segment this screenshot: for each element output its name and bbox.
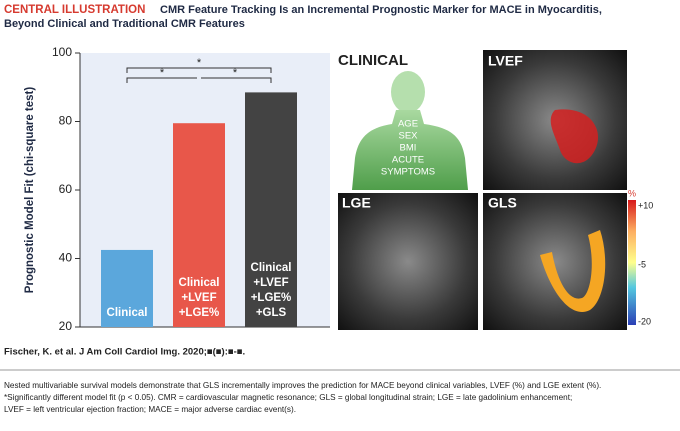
gls-overlay (540, 230, 606, 312)
bar-label: +GLS (256, 307, 287, 319)
bar (173, 123, 225, 328)
significance-star: * (160, 67, 165, 79)
bar (245, 92, 297, 327)
colorbar-label: -5 (638, 259, 646, 269)
clinical-item: BMI (400, 143, 417, 154)
bar-label: +LGE% (179, 307, 220, 319)
citation: Fischer, K. et al. J Am Coll Cardiol Img… (4, 347, 245, 358)
colorbar-label: -20 (638, 316, 651, 326)
bar-label: Clinical (179, 277, 220, 289)
clinical-item: AGE (398, 119, 418, 130)
gls-label: GLS (488, 195, 517, 211)
gls-image (483, 193, 627, 330)
significance-brackets (126, 67, 272, 83)
lge-image (338, 193, 478, 330)
caption: LVEF = left ventricular ejection fractio… (4, 405, 296, 414)
y-tick-label: 100 (52, 45, 72, 59)
bar-label: Clinical (251, 262, 292, 274)
clinical-title: CLINICAL (338, 52, 408, 69)
y-axis-label: Prognostic Model Fit (chi-square test) (24, 87, 36, 294)
colorbar-label: +10 (638, 200, 653, 210)
lge-label: LGE (342, 195, 371, 211)
header-title: Beyond Clinical and Traditional CMR Feat… (4, 18, 245, 30)
lvef-overlay (550, 109, 599, 164)
caption: *Significantly different model fit (p < … (4, 393, 572, 402)
bar (101, 249, 153, 327)
header-label: CENTRAL ILLUSTRATION (4, 4, 145, 16)
significance-star: * (197, 57, 202, 69)
body-silhouette (352, 71, 468, 190)
bar-label: +LVEF (181, 292, 216, 304)
bar-label: +LGE% (251, 292, 292, 304)
bar-label: Clinical (107, 307, 148, 319)
header-title: CMR Feature Tracking Is an Incremental P… (160, 4, 602, 16)
bar-label: +LVEF (253, 277, 288, 289)
clinical-item: SYMPTOMS (381, 167, 435, 178)
y-tick-label: 60 (59, 182, 73, 196)
colorbar (628, 200, 636, 325)
y-tick-label: 20 (59, 319, 73, 333)
y-tick-label: 80 (59, 114, 73, 128)
clinical-item: ACUTE (392, 155, 424, 166)
caption: Nested multivariable survival models dem… (4, 381, 601, 390)
colorbar-unit: % (628, 188, 636, 198)
clinical-item: SEX (398, 131, 418, 142)
significance-star: * (233, 67, 238, 79)
y-tick-label: 40 (59, 251, 73, 265)
lvef-label: LVEF (488, 53, 523, 69)
